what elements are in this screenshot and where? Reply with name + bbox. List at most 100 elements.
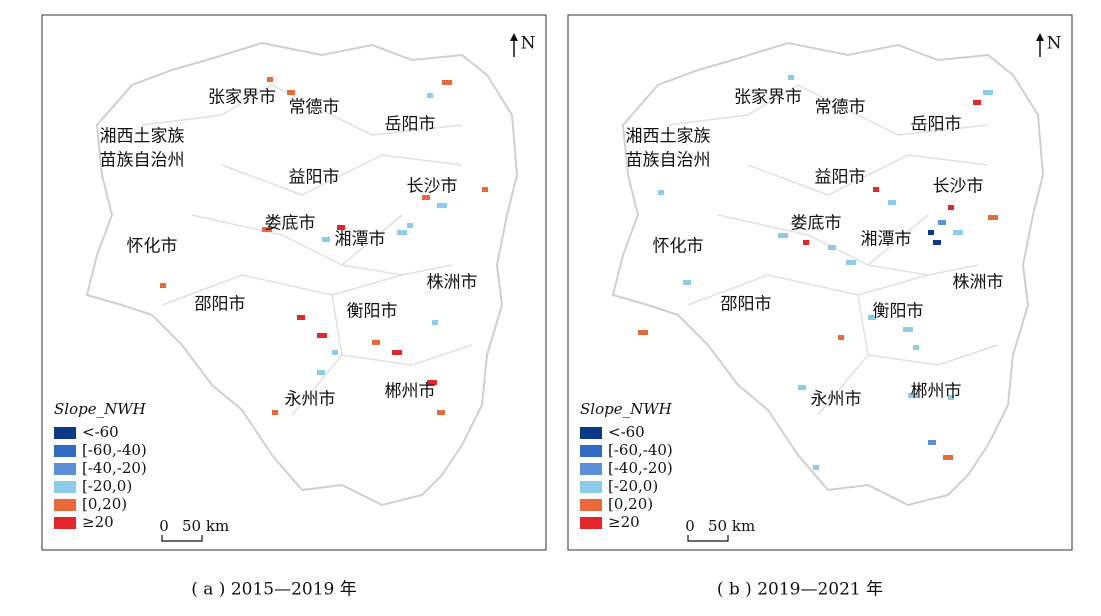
scale-zero: 0 bbox=[159, 517, 169, 535]
change-pixel bbox=[778, 233, 788, 238]
north-label: N bbox=[1047, 34, 1062, 54]
city-label: 娄底市 bbox=[791, 214, 842, 234]
change-pixel bbox=[397, 230, 407, 235]
legend-swatch bbox=[580, 481, 602, 493]
change-pixel bbox=[988, 215, 998, 220]
city-label: 邵阳市 bbox=[721, 295, 772, 315]
city-label: 岳阳市 bbox=[385, 115, 436, 135]
change-pixel bbox=[427, 380, 437, 385]
north-arrow-head bbox=[1036, 33, 1044, 41]
change-pixel bbox=[803, 240, 809, 245]
change-pixel bbox=[933, 240, 941, 245]
city-label: 湘潭市 bbox=[335, 230, 386, 250]
change-pixel bbox=[432, 320, 438, 325]
legend-label: [-20,0) bbox=[608, 477, 658, 495]
legend-swatch bbox=[580, 499, 602, 511]
legend-label: [-60,-40) bbox=[608, 441, 673, 459]
city-label: 长沙市 bbox=[933, 177, 984, 197]
change-pixel bbox=[953, 230, 963, 235]
change-pixel bbox=[813, 465, 819, 470]
city-label: 永州市 bbox=[811, 390, 862, 410]
city-label: 苗族自治州 bbox=[100, 151, 185, 171]
scale-bar bbox=[687, 535, 729, 542]
legend-swatch bbox=[54, 517, 76, 529]
change-pixel bbox=[928, 230, 934, 235]
city-label: 邵阳市 bbox=[195, 295, 246, 315]
change-pixel bbox=[372, 340, 380, 345]
legend-label: ≥20 bbox=[608, 513, 640, 531]
change-pixel bbox=[798, 385, 806, 390]
change-pixel bbox=[297, 315, 305, 320]
scale-label: 50 km bbox=[182, 517, 229, 535]
change-pixel bbox=[788, 75, 794, 80]
change-pixel bbox=[638, 330, 648, 335]
change-pixel bbox=[272, 410, 278, 415]
legend-swatch bbox=[580, 427, 602, 439]
change-pixel bbox=[427, 93, 433, 98]
city-label: 常德市 bbox=[289, 98, 340, 118]
change-pixel bbox=[442, 80, 452, 85]
city-label: 苗族自治州 bbox=[626, 151, 711, 171]
city-label: 怀化市 bbox=[653, 237, 704, 257]
city-label: 湘潭市 bbox=[861, 230, 912, 250]
legend-label: ≥20 bbox=[82, 513, 114, 531]
legend-swatch bbox=[580, 445, 602, 457]
change-pixel bbox=[658, 190, 664, 195]
change-pixel bbox=[948, 395, 954, 400]
legend-label: <-60 bbox=[82, 423, 119, 441]
city-label: 益阳市 bbox=[289, 168, 340, 188]
change-pixel bbox=[322, 237, 330, 242]
change-pixel bbox=[928, 440, 936, 445]
scale-label: 50 km bbox=[708, 517, 755, 535]
scale-bar bbox=[161, 535, 203, 542]
change-pixel bbox=[160, 283, 166, 288]
change-pixel bbox=[683, 280, 691, 285]
legend-swatch bbox=[54, 499, 76, 511]
change-pixel bbox=[267, 77, 273, 82]
legend-swatch bbox=[54, 463, 76, 475]
city-label: 长沙市 bbox=[407, 177, 458, 197]
city-label: 株洲市 bbox=[427, 273, 478, 293]
change-pixel bbox=[948, 205, 954, 210]
legend-swatch bbox=[580, 517, 602, 529]
panel-caption: ( a ) 2015—2019 年 bbox=[191, 580, 357, 600]
county-borders bbox=[667, 84, 999, 416]
city-label: 湘西土家族 bbox=[100, 127, 185, 147]
change-pixel bbox=[828, 245, 836, 250]
north-label: N bbox=[521, 34, 536, 54]
change-pixel bbox=[873, 187, 879, 192]
city-label: 衡阳市 bbox=[873, 302, 924, 322]
change-pixel bbox=[287, 90, 295, 95]
change-pixel bbox=[913, 345, 919, 350]
change-pixel bbox=[908, 393, 918, 398]
change-pixel bbox=[868, 315, 876, 320]
change-pixel bbox=[317, 333, 327, 338]
change-pixel bbox=[407, 223, 413, 228]
legend-label: [-60,-40) bbox=[82, 441, 147, 459]
legend-title: Slope_NWH bbox=[54, 400, 147, 418]
city-label: 衡阳市 bbox=[347, 302, 398, 322]
change-pixel bbox=[888, 200, 896, 205]
change-pixel bbox=[262, 227, 272, 232]
legend-swatch bbox=[54, 445, 76, 457]
city-label: 岳阳市 bbox=[911, 115, 962, 135]
city-label: 张家界市 bbox=[208, 88, 276, 108]
change-pixel bbox=[482, 187, 488, 192]
change-pixel bbox=[846, 260, 856, 265]
change-pixel bbox=[943, 455, 953, 460]
legend-swatch bbox=[54, 427, 76, 439]
city-label: 湘西土家族 bbox=[626, 127, 711, 147]
change-pixel bbox=[337, 225, 345, 230]
city-label: 怀化市 bbox=[127, 237, 178, 257]
city-label: 益阳市 bbox=[815, 168, 866, 188]
legend-label: [-40,-20) bbox=[82, 459, 147, 477]
county-borders bbox=[141, 84, 473, 416]
north-arrow-head bbox=[510, 33, 518, 41]
change-pixel bbox=[903, 327, 913, 332]
city-label: 永州市 bbox=[285, 390, 336, 410]
legend-label: <-60 bbox=[608, 423, 645, 441]
change-pixel bbox=[938, 220, 946, 225]
